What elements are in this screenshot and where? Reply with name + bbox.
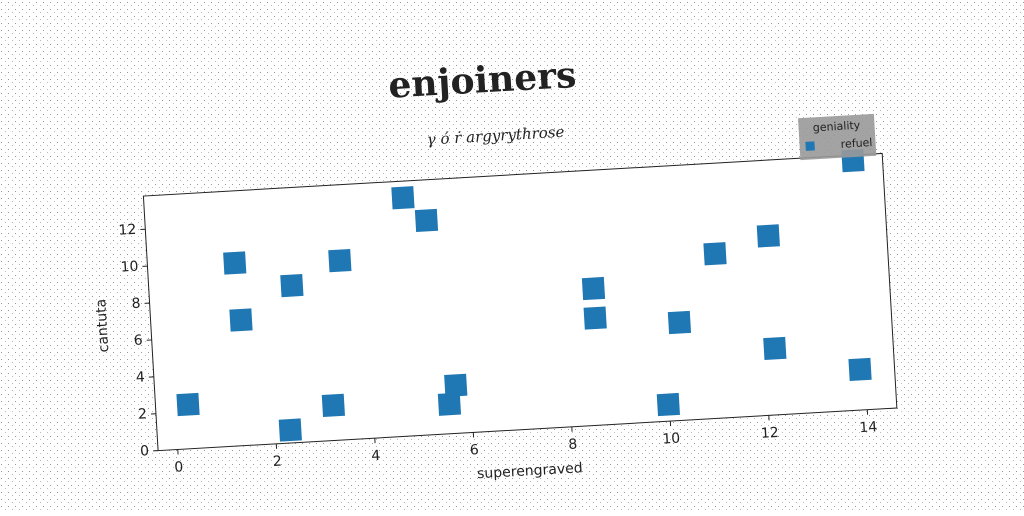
scatter-point bbox=[280, 274, 303, 297]
scatter-point bbox=[582, 277, 605, 300]
scatter-point bbox=[763, 337, 786, 360]
scatter-point bbox=[415, 209, 438, 232]
scatter-point bbox=[322, 394, 345, 417]
scatter-point bbox=[668, 311, 691, 334]
x-tick-label: 6 bbox=[469, 442, 479, 458]
x-tick-label: 12 bbox=[760, 425, 779, 442]
legend-title: geniality bbox=[812, 119, 861, 135]
scatter-point bbox=[657, 393, 680, 416]
scatter-point bbox=[444, 374, 467, 397]
scatter-point bbox=[223, 251, 246, 274]
scatter-point bbox=[328, 249, 351, 272]
scatter-point bbox=[848, 358, 871, 381]
scatter-point bbox=[703, 242, 726, 265]
x-tick-label: 2 bbox=[272, 454, 282, 470]
y-tick-label: 4 bbox=[135, 369, 145, 385]
x-tick-label: 0 bbox=[174, 459, 184, 475]
y-tick-label: 10 bbox=[120, 259, 139, 276]
y-tick-label: 2 bbox=[138, 406, 148, 422]
scatter-point bbox=[391, 186, 414, 209]
scatter-point bbox=[279, 418, 302, 441]
scatter-point bbox=[229, 308, 252, 331]
x-tick-label: 14 bbox=[859, 419, 878, 436]
plot-area bbox=[143, 153, 896, 450]
x-tick-label: 8 bbox=[568, 436, 578, 452]
x-tick-label: 4 bbox=[371, 448, 381, 464]
y-tick-label: 0 bbox=[140, 443, 150, 459]
y-axis-label: cantuta bbox=[93, 298, 112, 352]
y-tick-label: 6 bbox=[133, 332, 143, 348]
y-tick-label: 12 bbox=[118, 222, 137, 239]
scatter-point bbox=[757, 224, 780, 247]
legend-label: refuel bbox=[840, 136, 872, 151]
scatter-point bbox=[584, 306, 607, 329]
x-tick-label: 10 bbox=[662, 431, 681, 448]
legend-marker bbox=[805, 141, 815, 151]
scatter-point bbox=[176, 393, 199, 416]
y-tick-label: 8 bbox=[131, 296, 141, 312]
